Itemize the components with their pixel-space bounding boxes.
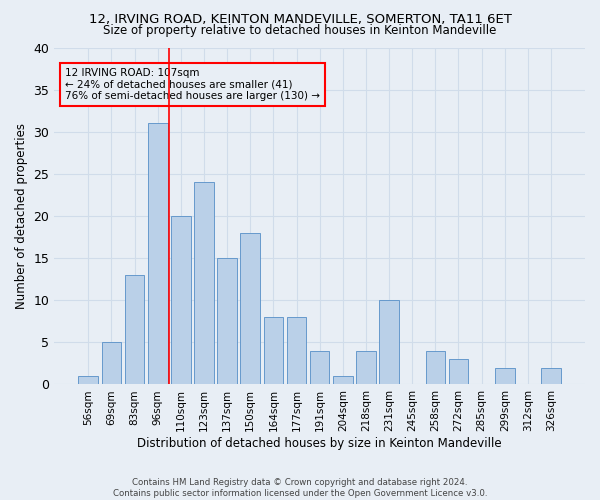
Bar [287, 317, 307, 384]
Bar [333, 376, 353, 384]
Bar [101, 342, 121, 384]
Text: 12 IRVING ROAD: 107sqm
← 24% of detached houses are smaller (41)
76% of semi-det: 12 IRVING ROAD: 107sqm ← 24% of detached… [65, 68, 320, 101]
Text: 12, IRVING ROAD, KEINTON MANDEVILLE, SOMERTON, TA11 6ET: 12, IRVING ROAD, KEINTON MANDEVILLE, SOM… [89, 12, 511, 26]
Bar [194, 182, 214, 384]
Bar [125, 275, 145, 384]
Bar [379, 300, 399, 384]
Bar [217, 258, 237, 384]
Bar [495, 368, 515, 384]
Text: Contains HM Land Registry data © Crown copyright and database right 2024.
Contai: Contains HM Land Registry data © Crown c… [113, 478, 487, 498]
Bar [148, 124, 167, 384]
Bar [171, 216, 191, 384]
Bar [356, 351, 376, 384]
Bar [425, 351, 445, 384]
Y-axis label: Number of detached properties: Number of detached properties [15, 123, 28, 309]
Bar [310, 351, 329, 384]
Text: Size of property relative to detached houses in Keinton Mandeville: Size of property relative to detached ho… [103, 24, 497, 37]
Bar [449, 359, 469, 384]
X-axis label: Distribution of detached houses by size in Keinton Mandeville: Distribution of detached houses by size … [137, 437, 502, 450]
Bar [241, 233, 260, 384]
Bar [541, 368, 561, 384]
Bar [263, 317, 283, 384]
Bar [79, 376, 98, 384]
